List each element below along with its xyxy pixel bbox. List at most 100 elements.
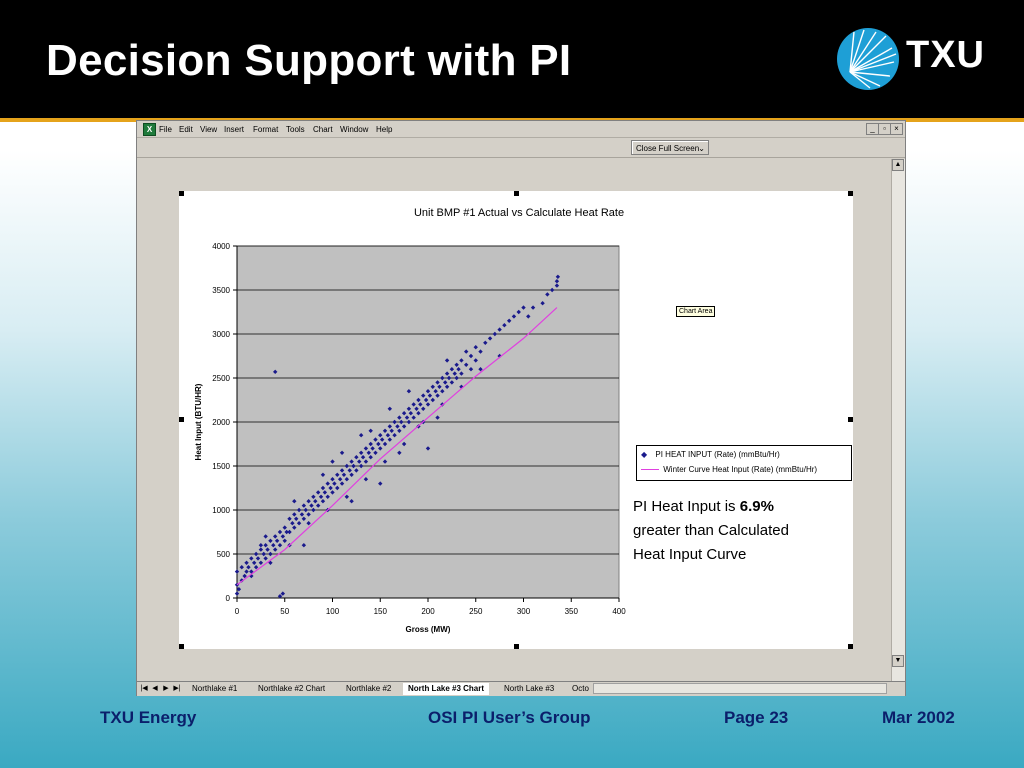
- menu-tools[interactable]: Tools: [286, 125, 305, 134]
- toolbar: Close Full Screen ⌄: [137, 138, 905, 158]
- minimize-button[interactable]: _: [866, 123, 879, 135]
- data-point: [444, 371, 450, 376]
- data-point: [280, 591, 286, 596]
- selection-handle[interactable]: [514, 191, 519, 196]
- data-point: [320, 499, 326, 504]
- selection-handle[interactable]: [848, 417, 853, 422]
- data-point: [363, 446, 369, 451]
- slide-title: Decision Support with PI: [46, 36, 572, 85]
- chart-area-tooltip: Chart Area: [676, 306, 716, 317]
- sheet-tab[interactable]: North Lake #3: [504, 684, 555, 693]
- data-point: [378, 481, 383, 486]
- menu-help[interactable]: Help: [376, 125, 393, 134]
- menu-format[interactable]: Format: [253, 125, 279, 134]
- data-point: [473, 358, 478, 363]
- x-tick-label: 200: [421, 607, 435, 616]
- close-button[interactable]: ×: [890, 123, 903, 135]
- data-point: [468, 353, 474, 359]
- annotation-line1: greater than Calculated: [633, 522, 789, 539]
- data-point: [349, 472, 354, 477]
- data-point: [382, 459, 388, 464]
- menu-view[interactable]: View: [200, 125, 218, 134]
- selection-handle[interactable]: [514, 644, 519, 649]
- y-tick-label: 1000: [212, 506, 230, 515]
- first-sheet-icon[interactable]: |◀: [140, 685, 148, 692]
- data-point: [555, 274, 561, 279]
- data-point: [399, 419, 404, 425]
- data-point: [253, 551, 259, 557]
- close-full-screen-button[interactable]: Close Full Screen ⌄: [631, 140, 709, 155]
- diamond-marker-icon: ◆: [641, 450, 648, 459]
- data-point: [349, 459, 354, 464]
- chart-legend[interactable]: ◆ PI HEAT INPUT (Rate) (mmBtu/Hr) Winter…: [636, 445, 852, 481]
- data-point: [330, 459, 335, 464]
- sheet-tab[interactable]: Northlake #2: [346, 684, 392, 693]
- scatter-chart[interactable]: 0 500 1000 1500 2000 2500 3000 3500 4000 0 50 100 15…: [179, 191, 853, 649]
- data-point: [263, 534, 268, 539]
- data-point: [351, 463, 356, 469]
- data-point: [339, 450, 345, 455]
- data-point: [497, 353, 502, 359]
- data-point: [404, 415, 410, 420]
- data-point: [446, 375, 452, 381]
- prev-sheet-icon[interactable]: ◀: [152, 685, 158, 692]
- footer-event: OSI PI User’s Group: [428, 708, 591, 727]
- data-point: [313, 499, 318, 504]
- data-point: [387, 424, 392, 429]
- data-point: [449, 380, 455, 385]
- menu-insert[interactable]: Insert: [224, 125, 245, 134]
- data-point: [545, 292, 550, 297]
- sheet-tab[interactable]: Northlake #1: [192, 684, 238, 693]
- footer-page: Page 23: [724, 708, 789, 727]
- scroll-up-icon[interactable]: ▲: [892, 159, 904, 171]
- data-point: [306, 512, 311, 517]
- selection-handle[interactable]: [179, 417, 184, 422]
- x-tick-label: 400: [612, 607, 626, 616]
- sheet-tab[interactable]: Octo: [572, 684, 589, 693]
- sheet-tab-active[interactable]: North Lake #3 Chart: [403, 683, 490, 695]
- scroll-down-icon[interactable]: ▼: [892, 655, 904, 667]
- chart-area[interactable]: Unit BMP #1 Actual vs Calculate Heat Rat…: [179, 191, 853, 649]
- data-point: [358, 463, 364, 469]
- selection-handle[interactable]: [848, 191, 853, 196]
- data-point: [521, 305, 526, 310]
- menu-chart[interactable]: Chart: [313, 125, 333, 134]
- menu-edit[interactable]: Edit: [179, 125, 193, 134]
- data-point: [435, 380, 440, 385]
- chart-sheet: Unit BMP #1 Actual vs Calculate Heat Rat…: [139, 159, 889, 679]
- data-point: [397, 415, 402, 420]
- sheet-tab[interactable]: Northlake #2 Chart: [258, 684, 326, 693]
- horizontal-scrollbar[interactable]: [593, 683, 887, 694]
- data-point: [435, 415, 440, 420]
- footer-date: Mar 2002: [882, 708, 955, 727]
- data-point: [452, 371, 457, 376]
- selection-handle[interactable]: [848, 644, 853, 649]
- next-sheet-icon[interactable]: ▶: [163, 685, 169, 692]
- data-point: [418, 402, 423, 407]
- data-point: [411, 402, 416, 407]
- data-point: [459, 358, 464, 363]
- data-point: [242, 573, 247, 579]
- data-point: [325, 481, 330, 486]
- data-point: [315, 490, 321, 495]
- data-point: [282, 525, 287, 530]
- data-point: [268, 551, 273, 557]
- chart-title: Unit BMP #1 Actual vs Calculate Heat Rat…: [413, 207, 625, 219]
- last-sheet-icon[interactable]: ▶|: [173, 685, 181, 692]
- menu-window[interactable]: Window: [340, 125, 369, 134]
- data-point: [454, 362, 459, 367]
- x-tick-label: 350: [565, 607, 579, 616]
- vertical-scrollbar[interactable]: ▲ ▼: [891, 159, 905, 681]
- menu-file[interactable]: File: [159, 125, 172, 134]
- data-point: [261, 551, 266, 557]
- data-point: [284, 529, 289, 535]
- data-point: [478, 349, 483, 354]
- data-point: [303, 507, 308, 513]
- data-point: [373, 450, 378, 455]
- data-point: [301, 503, 307, 508]
- excel-icon[interactable]: X: [143, 123, 156, 136]
- selection-handle[interactable]: [179, 644, 184, 649]
- selection-handle[interactable]: [179, 191, 184, 196]
- data-point: [309, 503, 314, 508]
- x-tick-label: 300: [517, 607, 531, 616]
